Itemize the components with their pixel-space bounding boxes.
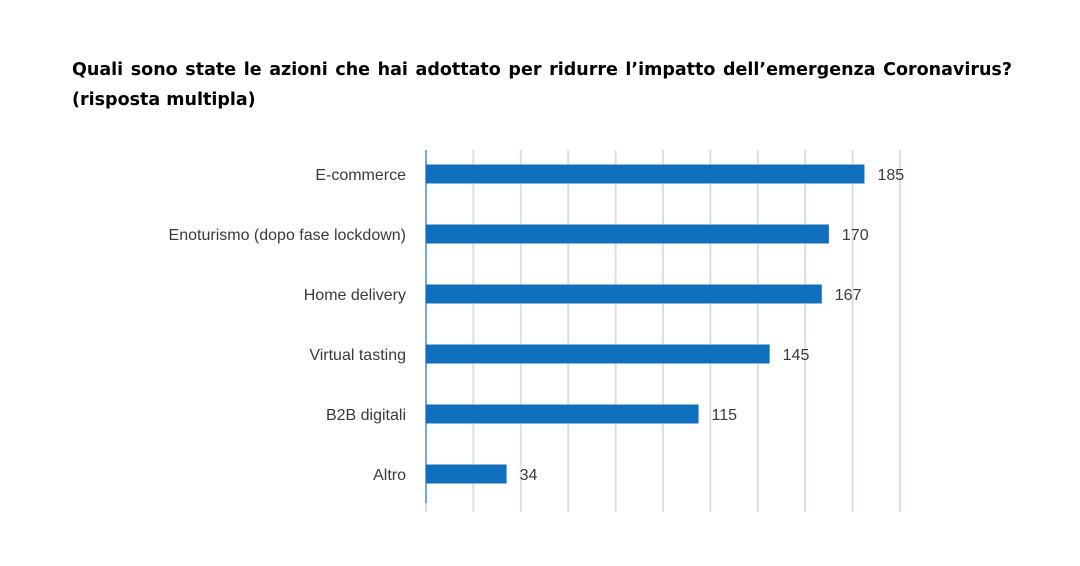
- category-label: Enoturismo (dopo fase lockdown): [169, 227, 406, 244]
- bar: [426, 224, 829, 244]
- bar: [426, 404, 699, 424]
- chart-title: Quali sono state le azioni che hai adott…: [72, 55, 1012, 115]
- data-label: 115: [712, 407, 738, 424]
- bar: [426, 344, 770, 364]
- value-labels: 185 170 167 145 115 34: [520, 167, 905, 484]
- bars: [426, 164, 865, 484]
- chart-title-line-1: Quali sono state le azioni che hai adott…: [72, 60, 1012, 80]
- category-label: Virtual tasting: [309, 347, 406, 364]
- data-label: 34: [520, 467, 538, 484]
- data-label: 145: [783, 347, 810, 364]
- data-label: 170: [842, 227, 869, 244]
- category-label: E-commerce: [315, 167, 406, 184]
- category-label: Altro: [373, 467, 406, 484]
- chart-title-line-2: (risposta multipla): [72, 90, 256, 110]
- bar: [426, 164, 865, 184]
- category-label: B2B digitali: [326, 407, 406, 424]
- category-label: Home delivery: [304, 287, 406, 304]
- gridlines: [425, 150, 901, 512]
- bar: [426, 464, 507, 484]
- category-labels: E-commerce Enoturismo (dopo fase lockdown…: [169, 167, 407, 484]
- data-label: 185: [877, 167, 904, 184]
- data-label: 167: [835, 287, 862, 304]
- bar: [426, 284, 822, 304]
